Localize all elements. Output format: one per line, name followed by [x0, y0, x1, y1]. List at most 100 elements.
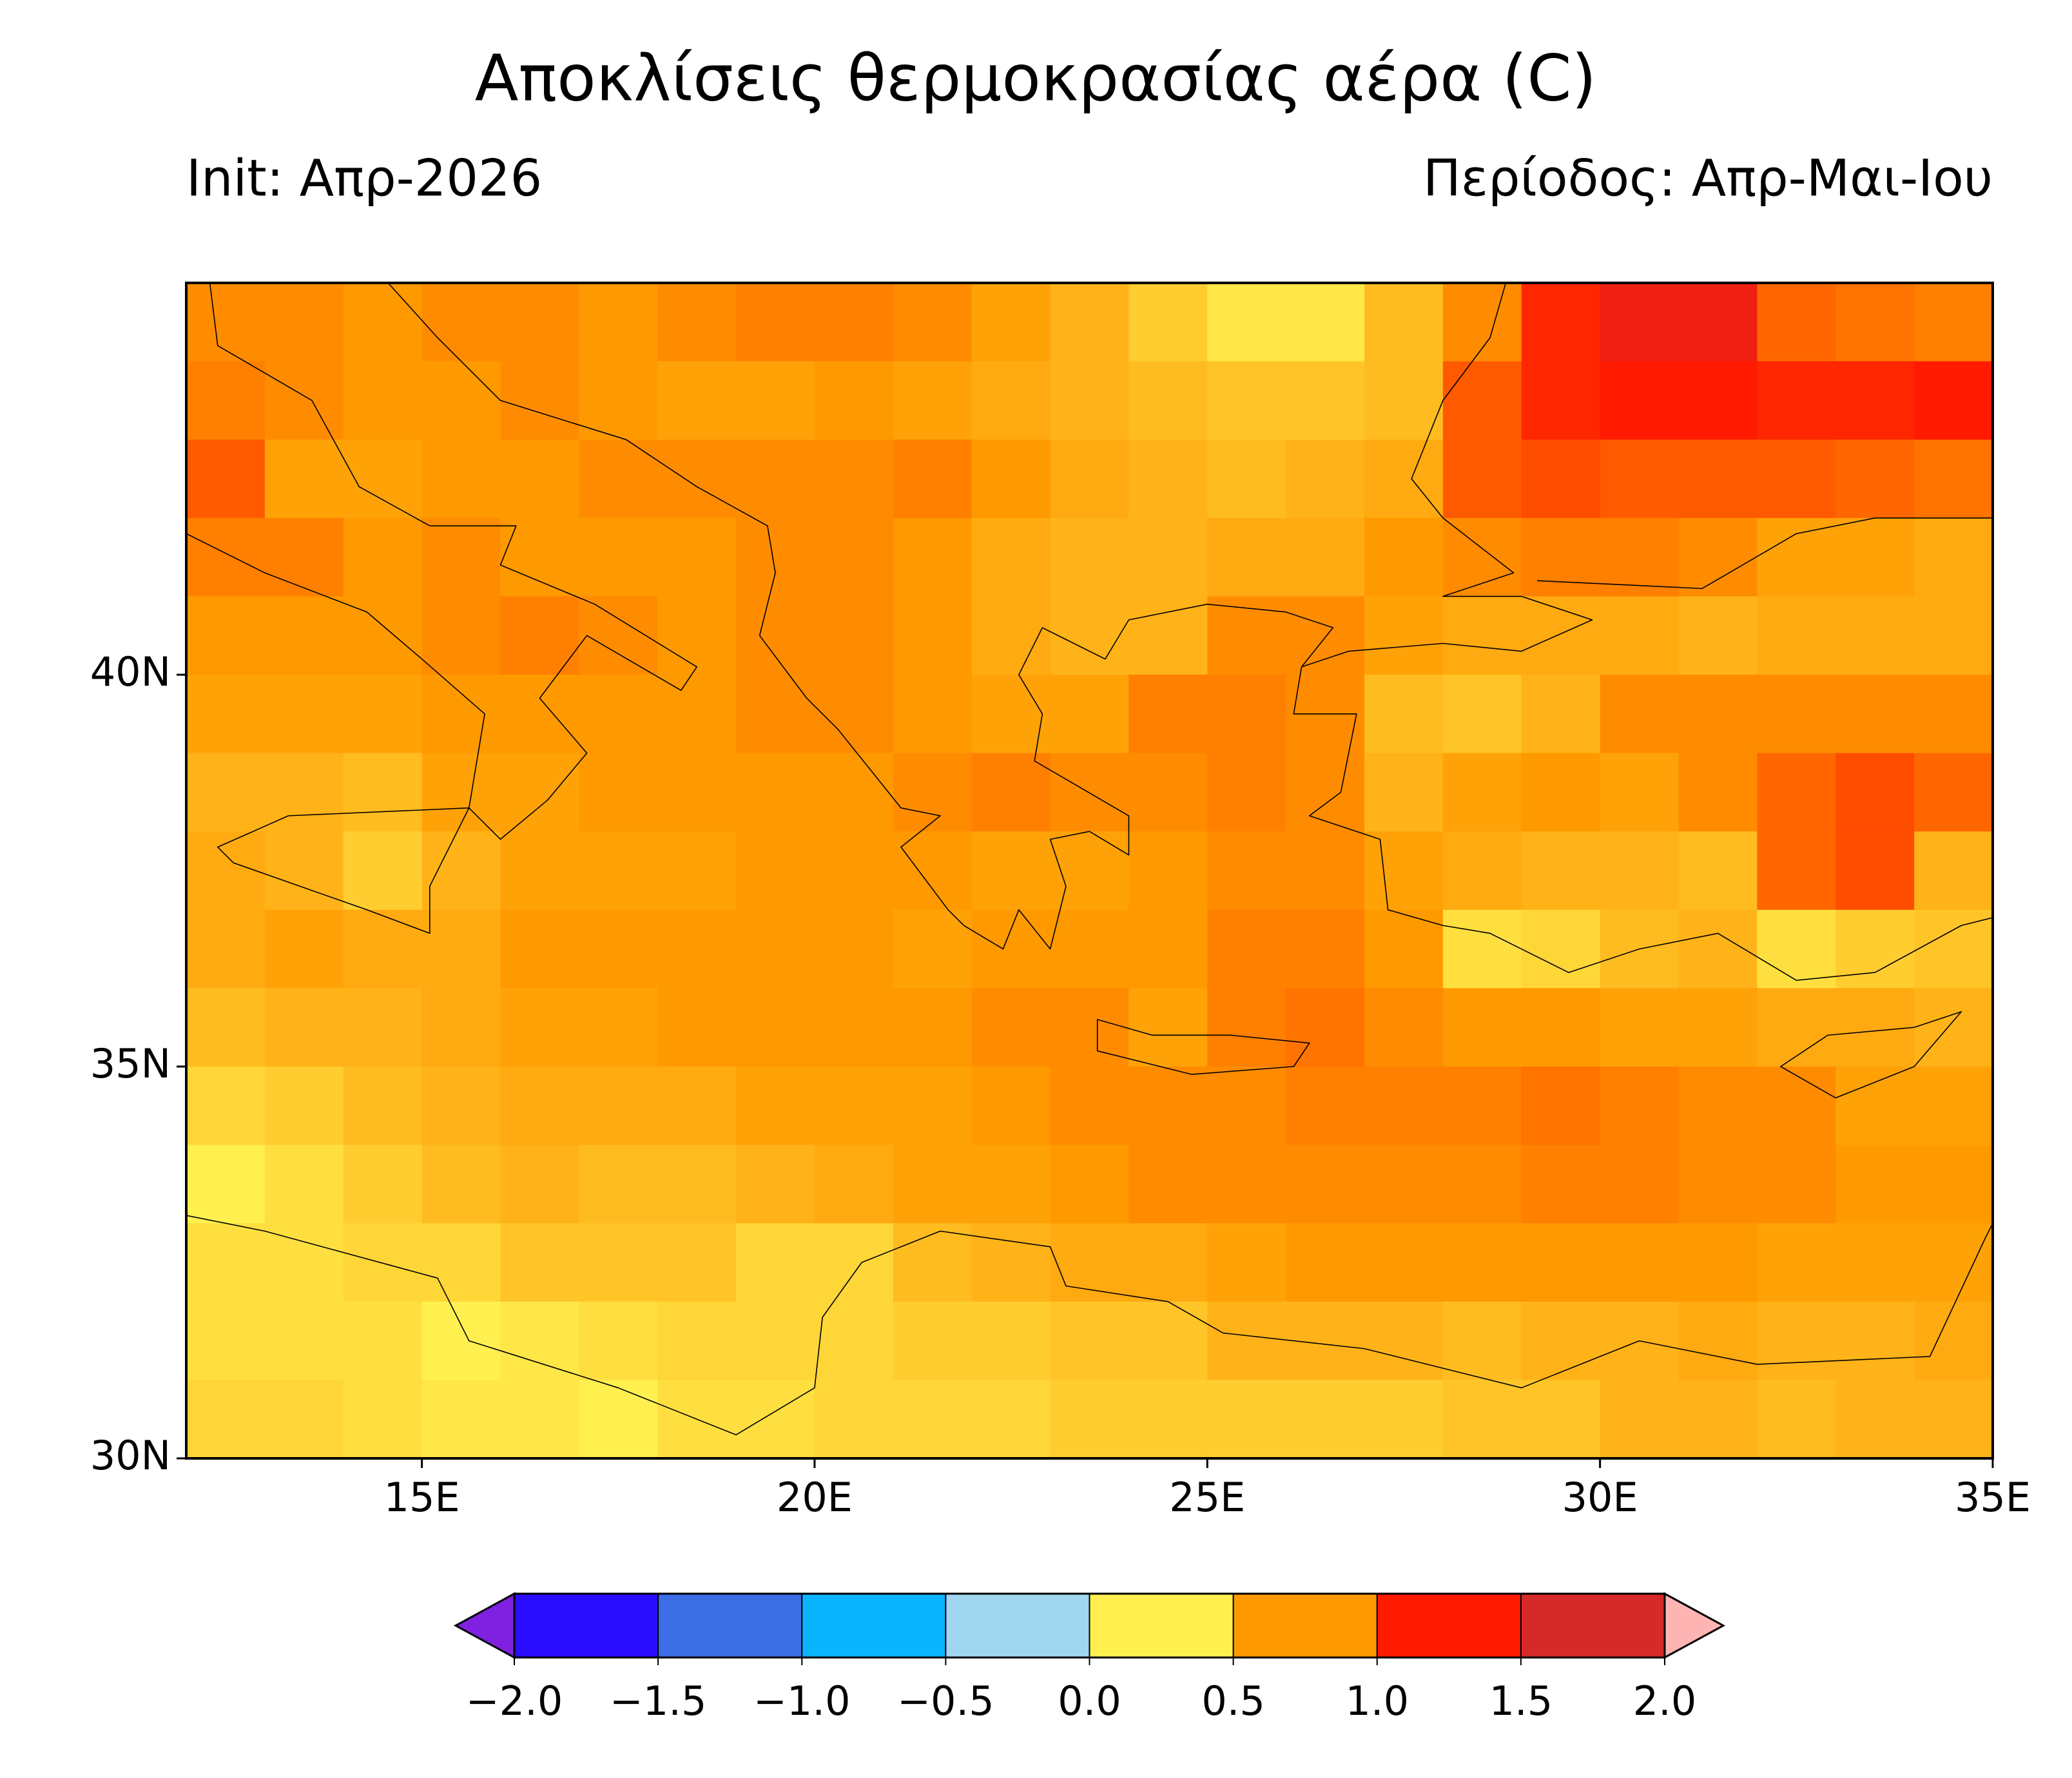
- grid-cell: [971, 1301, 1051, 1380]
- grid-cell: [579, 283, 658, 362]
- grid-cell: [579, 988, 658, 1067]
- grid-cell: [1600, 1380, 1680, 1459]
- grid-cell: [1835, 1380, 1915, 1459]
- grid-cell: [421, 753, 501, 832]
- grid-cell: [1364, 1301, 1444, 1380]
- grid-cell: [421, 675, 501, 754]
- grid-cell: [1442, 675, 1522, 754]
- grid-cell: [1050, 909, 1130, 989]
- grid-cell: [1364, 988, 1444, 1067]
- grid-cell: [1678, 596, 1757, 675]
- grid-cell: [1207, 831, 1286, 911]
- grid-cell: [1128, 440, 1208, 519]
- grid-cell: [1914, 361, 1993, 440]
- grid-cell: [1914, 1223, 1993, 1302]
- grid-cell: [1050, 988, 1130, 1067]
- grid-cell: [1678, 988, 1757, 1067]
- grid-cell: [343, 988, 423, 1067]
- grid-cell: [1914, 1301, 1993, 1380]
- y-tick-label: 30N: [90, 1432, 171, 1479]
- grid-cell: [186, 988, 266, 1067]
- grid-cell: [264, 1380, 344, 1459]
- grid-cell: [1050, 1145, 1130, 1224]
- grid-cell: [971, 361, 1051, 440]
- grid-cell: [1757, 517, 1836, 597]
- grid-cell: [893, 753, 973, 832]
- grid-cell: [1128, 517, 1208, 597]
- grid-cell: [1835, 753, 1915, 832]
- grid-cell: [1207, 361, 1286, 440]
- grid-cell: [421, 283, 501, 362]
- grid-cell: [264, 517, 344, 597]
- africa-coast: [186, 1215, 1993, 1435]
- grid-cell: [1914, 283, 1993, 362]
- grid-cell: [1600, 675, 1680, 754]
- x-tick-label: 30E: [1562, 1474, 1638, 1521]
- grid-cell: [579, 753, 658, 832]
- grid-cell: [1128, 1301, 1208, 1380]
- grid-cell: [500, 753, 579, 832]
- grid-cell: [1521, 831, 1601, 911]
- heat-grid: [186, 283, 1993, 1459]
- grid-cell: [1757, 1380, 1836, 1459]
- grid-cell: [1364, 1067, 1444, 1146]
- axes: 15E 20E 25E 30E 35E 30N 35N 40N: [90, 648, 2031, 1521]
- grid-cell: [814, 440, 894, 519]
- grid-cell: [1914, 988, 1993, 1067]
- grid-cell: [1207, 1145, 1286, 1224]
- grid-cell: [579, 831, 658, 911]
- colorbar-label: 2.0: [1633, 1677, 1697, 1725]
- turkey-south-coast: [1293, 667, 1993, 980]
- grid-cell: [1914, 440, 1993, 519]
- grid-cell: [421, 909, 501, 989]
- colorbar: −2.0 −1.5 −1.0 −0.5 0.0 0.5 1.0 1.5 2.0: [453, 1592, 1726, 1725]
- grid-cell: [893, 361, 973, 440]
- grid-cell: [1757, 283, 1836, 362]
- grid-cell: [1835, 1223, 1915, 1302]
- colorbar-swatch: [1233, 1594, 1377, 1657]
- grid-cell: [264, 361, 344, 440]
- grid-cell: [657, 440, 737, 519]
- colorbar-label: −0.5: [897, 1677, 994, 1725]
- grid-cell: [1757, 988, 1836, 1067]
- grid-cell: [1521, 909, 1601, 989]
- grid-cell: [1835, 517, 1915, 597]
- grid-cell: [1128, 1145, 1208, 1224]
- grid-cell: [1914, 596, 1993, 675]
- grid-cell: [1757, 440, 1836, 519]
- grid-cell: [421, 831, 501, 911]
- grid-cell: [500, 675, 579, 754]
- grid-cell: [1364, 596, 1444, 675]
- grid-cell: [971, 675, 1051, 754]
- grid-cell: [186, 1145, 266, 1224]
- grid-cell: [1050, 517, 1130, 597]
- grid-cell: [1600, 988, 1680, 1067]
- grid-cell: [1442, 361, 1522, 440]
- grid-cell: [814, 361, 894, 440]
- grid-cell: [343, 517, 423, 597]
- grid-cell: [264, 283, 344, 362]
- grid-cell: [1835, 361, 1915, 440]
- balkan-coast: [312, 260, 1592, 949]
- grid-cell: [971, 988, 1051, 1067]
- grid-cell: [971, 517, 1051, 597]
- grid-cell: [1364, 909, 1444, 989]
- grid-cell: [1442, 909, 1522, 989]
- grid-cell: [264, 1223, 344, 1302]
- grid-cell: [1678, 361, 1757, 440]
- x-tick-label: 15E: [384, 1474, 460, 1521]
- grid-cell: [186, 440, 266, 519]
- grid-cell: [657, 1301, 737, 1380]
- grid-cell: [1286, 1380, 1365, 1459]
- grid-cell: [1364, 675, 1444, 754]
- grid-cell: [893, 517, 973, 597]
- grid-cell: [186, 1223, 266, 1302]
- grid-cell: [814, 1223, 894, 1302]
- grid-cell: [343, 1380, 423, 1459]
- grid-cell: [343, 596, 423, 675]
- grid-cell: [736, 988, 815, 1067]
- grid-cell: [1835, 1067, 1915, 1146]
- grid-cell: [186, 361, 266, 440]
- grid-cell: [1757, 1145, 1836, 1224]
